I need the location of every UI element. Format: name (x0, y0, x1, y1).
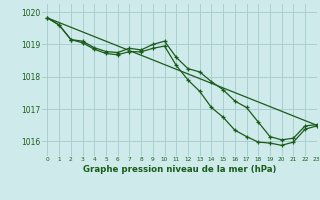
X-axis label: Graphe pression niveau de la mer (hPa): Graphe pression niveau de la mer (hPa) (83, 165, 276, 174)
